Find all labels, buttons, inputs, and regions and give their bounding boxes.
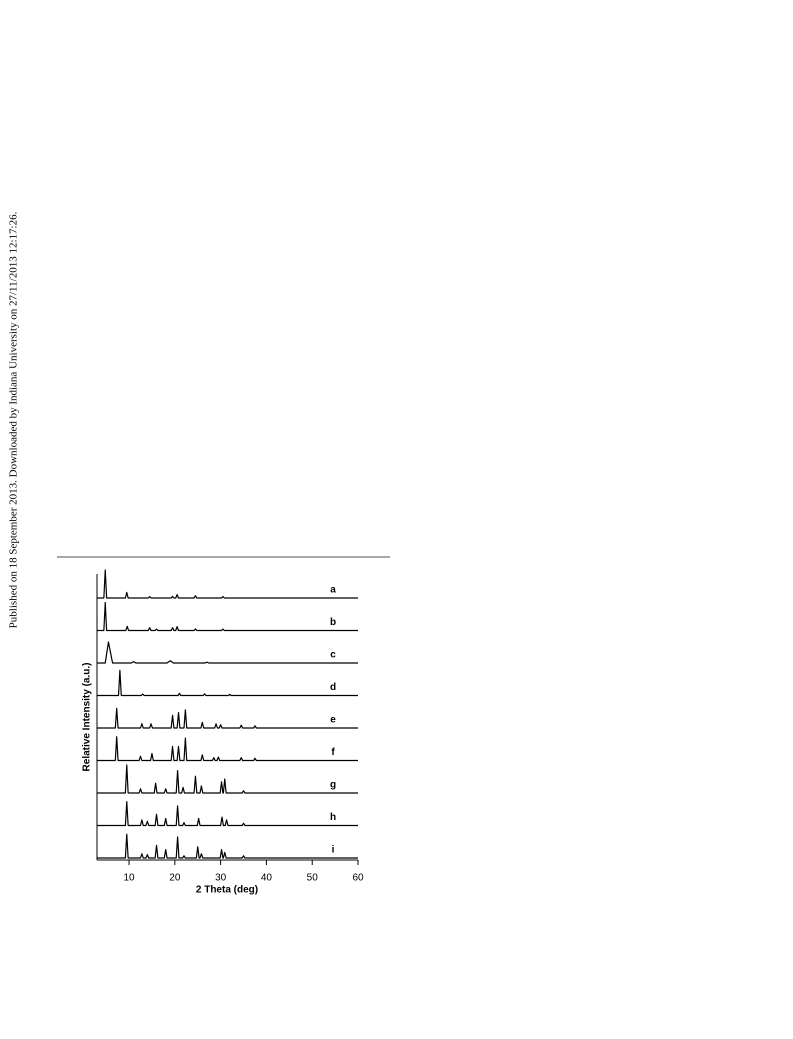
pattern-line xyxy=(97,764,358,794)
pattern-line xyxy=(97,801,358,827)
x-tick-label: 50 xyxy=(307,873,319,884)
pattern-line xyxy=(97,707,358,729)
pattern-line xyxy=(97,641,358,664)
series-label: a xyxy=(330,585,336,596)
pattern-line xyxy=(97,833,358,859)
series-label: i xyxy=(332,845,335,856)
x-tick-label: 20 xyxy=(169,873,181,884)
pattern-line xyxy=(97,669,358,697)
side-note: Published on 18 September 2013. Download… xyxy=(8,211,20,628)
x-tick-label: 40 xyxy=(261,873,273,884)
x-tick-label: 60 xyxy=(352,873,364,884)
pattern-line xyxy=(97,569,358,599)
pattern-line xyxy=(97,601,358,632)
series-label: g xyxy=(330,780,336,791)
series-label: b xyxy=(330,617,336,628)
series-label: e xyxy=(330,715,336,726)
pattern-line xyxy=(97,736,358,762)
x-tick-label: 10 xyxy=(123,873,135,884)
series-label: h xyxy=(330,812,336,823)
series-label: f xyxy=(331,747,335,758)
x-axis-label: 2 Theta (deg) xyxy=(196,885,258,896)
series-label: c xyxy=(330,650,336,661)
series-label: d xyxy=(330,682,336,693)
y-axis-label: Relative Intensity (a.u.) xyxy=(82,663,93,772)
x-tick-label: 30 xyxy=(215,873,227,884)
